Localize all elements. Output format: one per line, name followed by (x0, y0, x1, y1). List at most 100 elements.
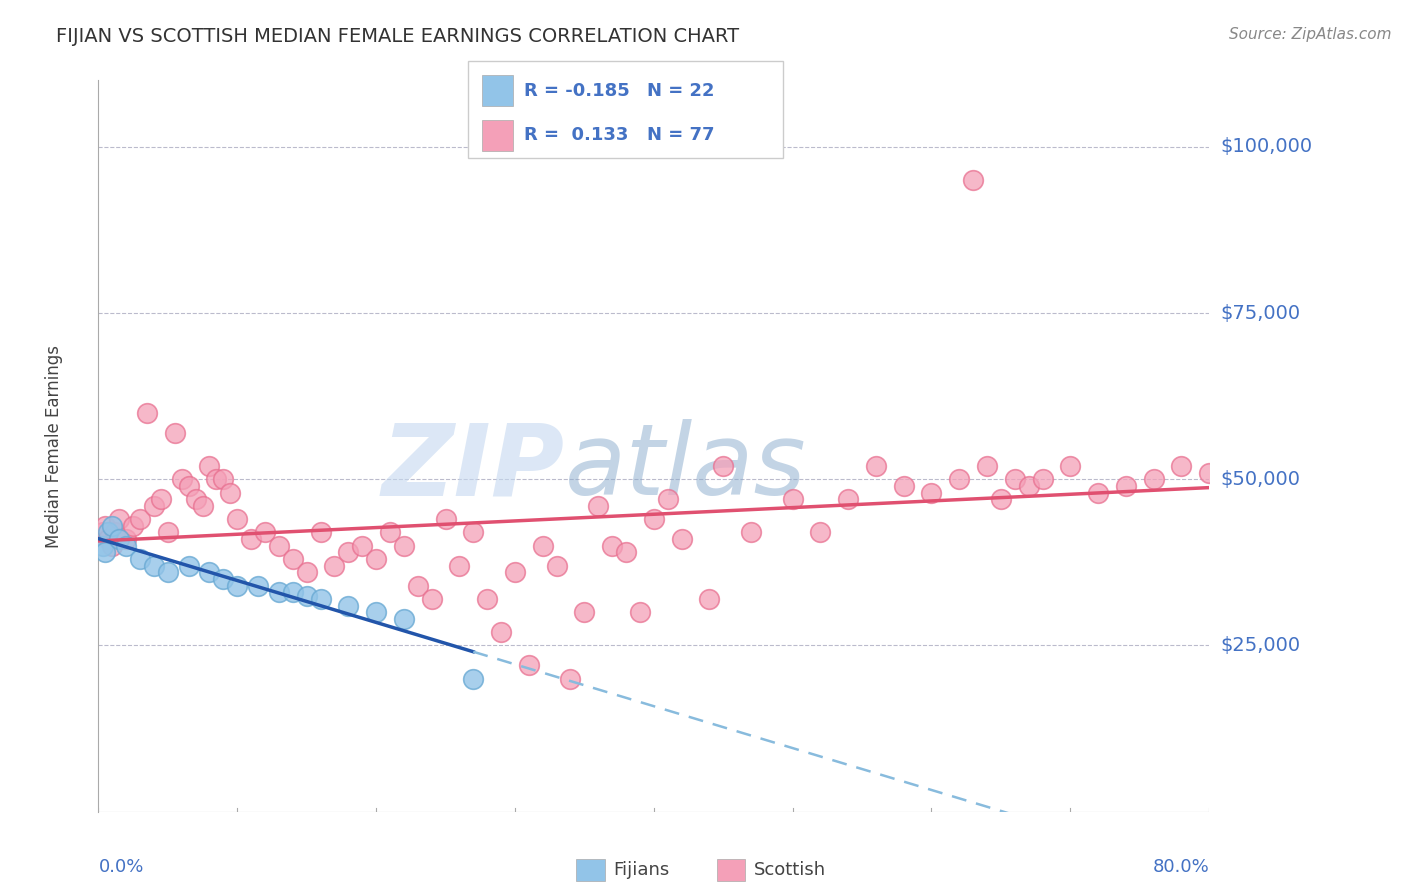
Point (97, 525, 120, 540)
Point (281, 585, 304, 599)
Point (101, 518, 124, 533)
Point (240, 532, 263, 546)
Text: $25,000: $25,000 (1220, 636, 1301, 655)
Point (1143, 472, 1166, 486)
Text: R =  0.133: R = 0.133 (524, 127, 628, 145)
Point (267, 585, 290, 599)
Point (1170, 458, 1192, 473)
Text: R = -0.185: R = -0.185 (524, 81, 630, 100)
Point (122, 518, 145, 533)
Text: $50,000: $50,000 (1220, 470, 1301, 489)
Text: Fijians: Fijians (613, 861, 669, 879)
Point (588, 499, 610, 513)
Point (1032, 472, 1054, 486)
Point (337, 599, 360, 613)
Point (1059, 458, 1081, 473)
Point (574, 605, 596, 619)
Point (136, 406, 159, 420)
Text: 80.0%: 80.0% (1153, 858, 1209, 876)
Point (392, 539, 415, 553)
Point (212, 572, 235, 586)
Point (352, 539, 374, 553)
Point (463, 672, 485, 686)
Text: atlas: atlas (565, 419, 807, 516)
Point (129, 512, 152, 526)
Point (226, 579, 249, 593)
Point (309, 591, 332, 606)
Point (740, 525, 762, 540)
Point (1004, 472, 1026, 486)
Point (191, 499, 214, 513)
Point (267, 539, 290, 553)
Point (254, 525, 277, 540)
Text: FIJIAN VS SCOTTISH MEDIAN FEMALE EARNINGS CORRELATION CHART: FIJIAN VS SCOTTISH MEDIAN FEMALE EARNING… (56, 27, 740, 45)
Point (156, 566, 179, 580)
Point (198, 458, 221, 473)
Point (163, 425, 186, 440)
Point (281, 552, 304, 566)
Point (962, 173, 984, 187)
Point (475, 591, 499, 606)
Point (614, 545, 637, 559)
Point (420, 591, 443, 606)
Point (94, 518, 117, 533)
Text: $75,000: $75,000 (1220, 303, 1301, 323)
Point (1198, 466, 1220, 480)
Point (1018, 479, 1040, 493)
Point (91, 525, 114, 540)
Point (434, 512, 457, 526)
Point (115, 539, 138, 553)
Point (921, 485, 943, 500)
Point (392, 612, 415, 626)
Point (184, 492, 207, 507)
Point (295, 566, 318, 580)
Point (149, 492, 172, 507)
Point (143, 499, 166, 513)
Point (699, 591, 721, 606)
Point (94, 545, 117, 559)
Point (711, 458, 734, 473)
Point (323, 558, 346, 573)
Point (976, 458, 998, 473)
Point (143, 558, 166, 573)
Point (503, 566, 526, 580)
Point (226, 512, 249, 526)
Point (108, 512, 131, 526)
Point (108, 532, 131, 546)
Text: 0.0%: 0.0% (98, 858, 143, 876)
Point (628, 605, 651, 619)
Point (837, 492, 859, 507)
Point (810, 525, 832, 540)
Point (219, 485, 242, 500)
Point (990, 492, 1012, 507)
Point (782, 492, 804, 507)
Point (156, 525, 179, 540)
Point (406, 579, 429, 593)
Point (309, 525, 332, 540)
Text: Median Female Earnings: Median Female Earnings (45, 344, 63, 548)
Point (893, 479, 915, 493)
Point (115, 532, 138, 546)
Point (177, 558, 200, 573)
Point (101, 539, 124, 553)
Point (366, 552, 388, 566)
Point (657, 492, 679, 507)
Point (97, 532, 120, 546)
Text: $100,000: $100,000 (1220, 137, 1312, 156)
Point (212, 472, 235, 486)
Text: Source: ZipAtlas.com: Source: ZipAtlas.com (1229, 27, 1392, 42)
Text: N = 77: N = 77 (647, 127, 714, 145)
Text: N = 22: N = 22 (647, 81, 714, 100)
Point (948, 472, 970, 486)
Point (247, 579, 270, 593)
Text: ZIP: ZIP (382, 419, 565, 516)
Point (1087, 485, 1109, 500)
Point (560, 672, 582, 686)
Point (1115, 479, 1137, 493)
Point (671, 532, 693, 546)
Point (378, 525, 401, 540)
Point (104, 525, 127, 540)
Point (337, 545, 360, 559)
Point (366, 605, 388, 619)
Point (865, 458, 887, 473)
